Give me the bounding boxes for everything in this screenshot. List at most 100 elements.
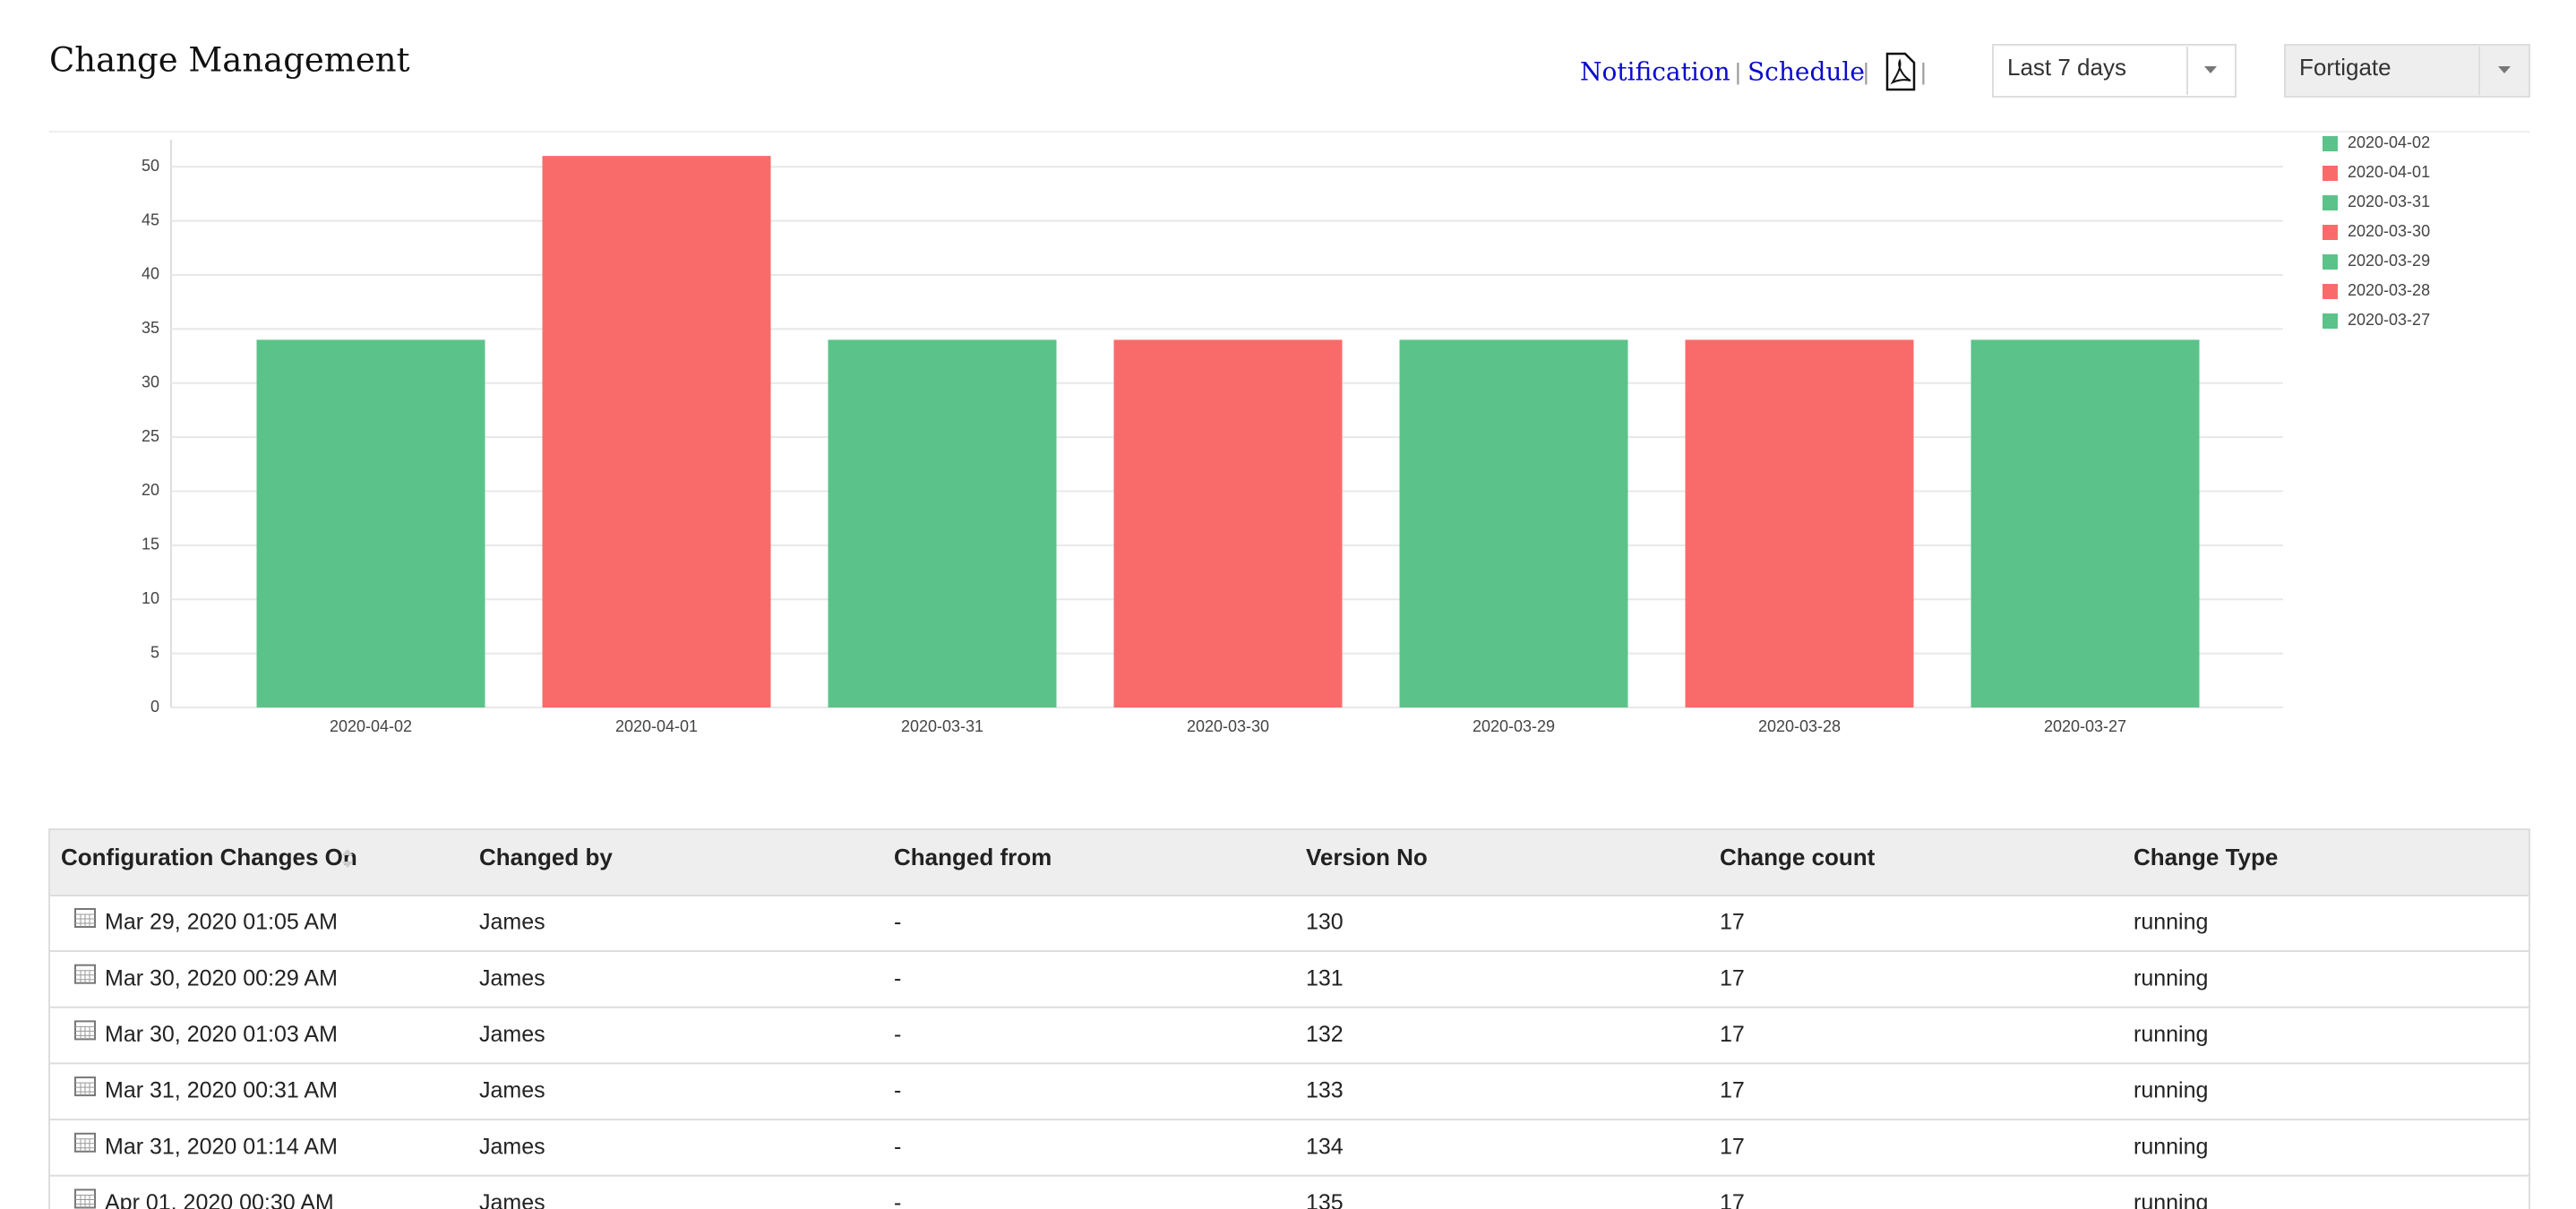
table-cell: - <box>894 1190 901 1209</box>
x-tick-label: 2020-03-31 <box>901 717 983 735</box>
y-tick-label: 20 <box>142 481 159 499</box>
icon-grid <box>75 913 95 927</box>
y-tick-label: 15 <box>142 536 159 553</box>
notification-link[interactable]: Notification <box>1580 57 1730 87</box>
y-tick-label: 45 <box>142 210 159 228</box>
x-tick-label: 2020-04-01 <box>615 717 698 735</box>
table-cell: 17 <box>1720 1190 1745 1209</box>
table-cell: James <box>479 1134 545 1159</box>
bar <box>1685 339 1914 707</box>
separator: | <box>1735 58 1741 85</box>
table-cell: Apr 01, 2020 00:30 AM <box>105 1190 334 1209</box>
bar <box>542 156 771 708</box>
column-header[interactable]: Change count <box>1720 844 1876 870</box>
legend-swatch <box>2323 136 2338 151</box>
x-tick-label: 2020-03-29 <box>1473 717 1555 735</box>
icon-grid <box>75 1025 95 1040</box>
table-cell: 17 <box>1720 1078 1745 1103</box>
legend-label: 2020-03-30 <box>2348 222 2430 240</box>
icon-grid <box>75 970 95 983</box>
table-cell: James <box>479 1078 545 1103</box>
legend-label: 2020-03-28 <box>2348 281 2430 299</box>
legend-label: 2020-03-31 <box>2348 193 2430 210</box>
column-header[interactable]: Change Type <box>2134 844 2278 870</box>
legend: 2020-04-02 2020-04-01 2020-03-31 2020-03-30… <box>2323 135 2430 329</box>
table-cell: James <box>479 1022 545 1047</box>
icon-grid <box>75 1138 95 1152</box>
calendar-icon[interactable] <box>74 1020 96 1041</box>
calendar-icon[interactable] <box>74 1076 96 1097</box>
column-header[interactable]: Changed from <box>894 844 1052 870</box>
table-cell: James <box>479 910 545 935</box>
legend-swatch <box>2323 254 2338 270</box>
table-cell: - <box>894 1022 901 1047</box>
table-cell: 131 <box>1306 965 1344 990</box>
chart: 0 5 10 15 20 25 30 35 40 45 50 2020-04-02 2020-04-01… <box>142 140 2283 735</box>
table-cell: James <box>479 1190 545 1209</box>
column-header[interactable]: Version No <box>1306 844 1428 870</box>
table-cell: Mar 31, 2020 00:31 AM <box>105 1078 338 1103</box>
legend-swatch <box>2323 284 2338 299</box>
legend-swatch <box>2323 195 2338 210</box>
calendar-icon[interactable] <box>74 908 96 928</box>
table-cell: Mar 31, 2020 01:14 AM <box>105 1134 338 1159</box>
table-header <box>48 828 2530 896</box>
table-cell: running <box>2134 1190 2208 1209</box>
table-cell: running <box>2134 1078 2208 1103</box>
range-select[interactable]: Last 7 days <box>1992 44 2237 98</box>
table-cell: - <box>894 910 901 935</box>
y-tick-label: 40 <box>142 265 159 283</box>
legend-swatch <box>2323 313 2338 329</box>
table: Configuration Changes On Changed by Change… <box>48 828 2530 1209</box>
calendar-icon[interactable] <box>74 964 96 984</box>
table-cell: 134 <box>1306 1134 1344 1159</box>
separator: | <box>1920 58 1927 85</box>
legend-swatch <box>2323 166 2338 181</box>
y-tick-label: 5 <box>150 643 159 661</box>
table-cell: 17 <box>1720 1134 1745 1159</box>
x-tick-label: 2020-03-27 <box>2044 717 2126 735</box>
legend-label: 2020-04-01 <box>2348 163 2430 181</box>
bar <box>828 339 1057 707</box>
table-cell: - <box>894 1134 901 1159</box>
column-header[interactable]: Changed by <box>479 844 613 870</box>
table-cell: Mar 29, 2020 01:05 AM <box>105 910 338 935</box>
separator: | <box>1863 58 1869 85</box>
table-cell: running <box>2134 910 2208 935</box>
table-cell: James <box>479 965 545 990</box>
sort-icon <box>342 849 353 868</box>
column-header[interactable]: Configuration Changes On <box>61 844 357 870</box>
icon-grid <box>75 1195 95 1208</box>
page-title: Change Management <box>49 41 410 80</box>
table-cell: Mar 30, 2020 01:03 AM <box>105 1022 338 1047</box>
legend-swatch <box>2323 225 2338 240</box>
schedule-link[interactable]: Schedule <box>1747 57 1865 87</box>
table-cell: running <box>2134 965 2208 990</box>
table-cell: 17 <box>1720 1022 1745 1047</box>
x-tick-label: 2020-03-30 <box>1187 717 1269 735</box>
bar <box>1399 339 1628 707</box>
table-cell: Mar 30, 2020 00:29 AM <box>105 965 338 990</box>
table-cell: 132 <box>1306 1022 1344 1047</box>
table-cell: 130 <box>1306 910 1344 935</box>
table-cell: 135 <box>1306 1190 1344 1209</box>
legend-label: 2020-03-29 <box>2348 252 2430 270</box>
icon-grid <box>75 1082 95 1096</box>
device-select[interactable]: Fortigate <box>2284 44 2530 98</box>
legend-label: 2020-03-27 <box>2348 311 2430 329</box>
y-tick-label: 25 <box>142 427 159 445</box>
bar <box>256 339 485 707</box>
table-cell: - <box>894 1078 901 1103</box>
select-value: Last 7 days <box>2007 54 2126 81</box>
calendar-icon[interactable] <box>74 1132 96 1153</box>
bar <box>1113 339 1343 707</box>
select-value: Fortigate <box>2299 54 2391 81</box>
y-tick-label: 10 <box>142 589 159 607</box>
table-cell: running <box>2134 1134 2208 1159</box>
x-tick-label: 2020-03-28 <box>1758 717 1841 735</box>
pdf-icon[interactable] <box>1885 52 1916 91</box>
calendar-icon[interactable] <box>74 1188 96 1209</box>
y-tick-label: 35 <box>142 319 159 337</box>
table-cell: - <box>894 965 901 990</box>
table-cell: 17 <box>1720 965 1745 990</box>
